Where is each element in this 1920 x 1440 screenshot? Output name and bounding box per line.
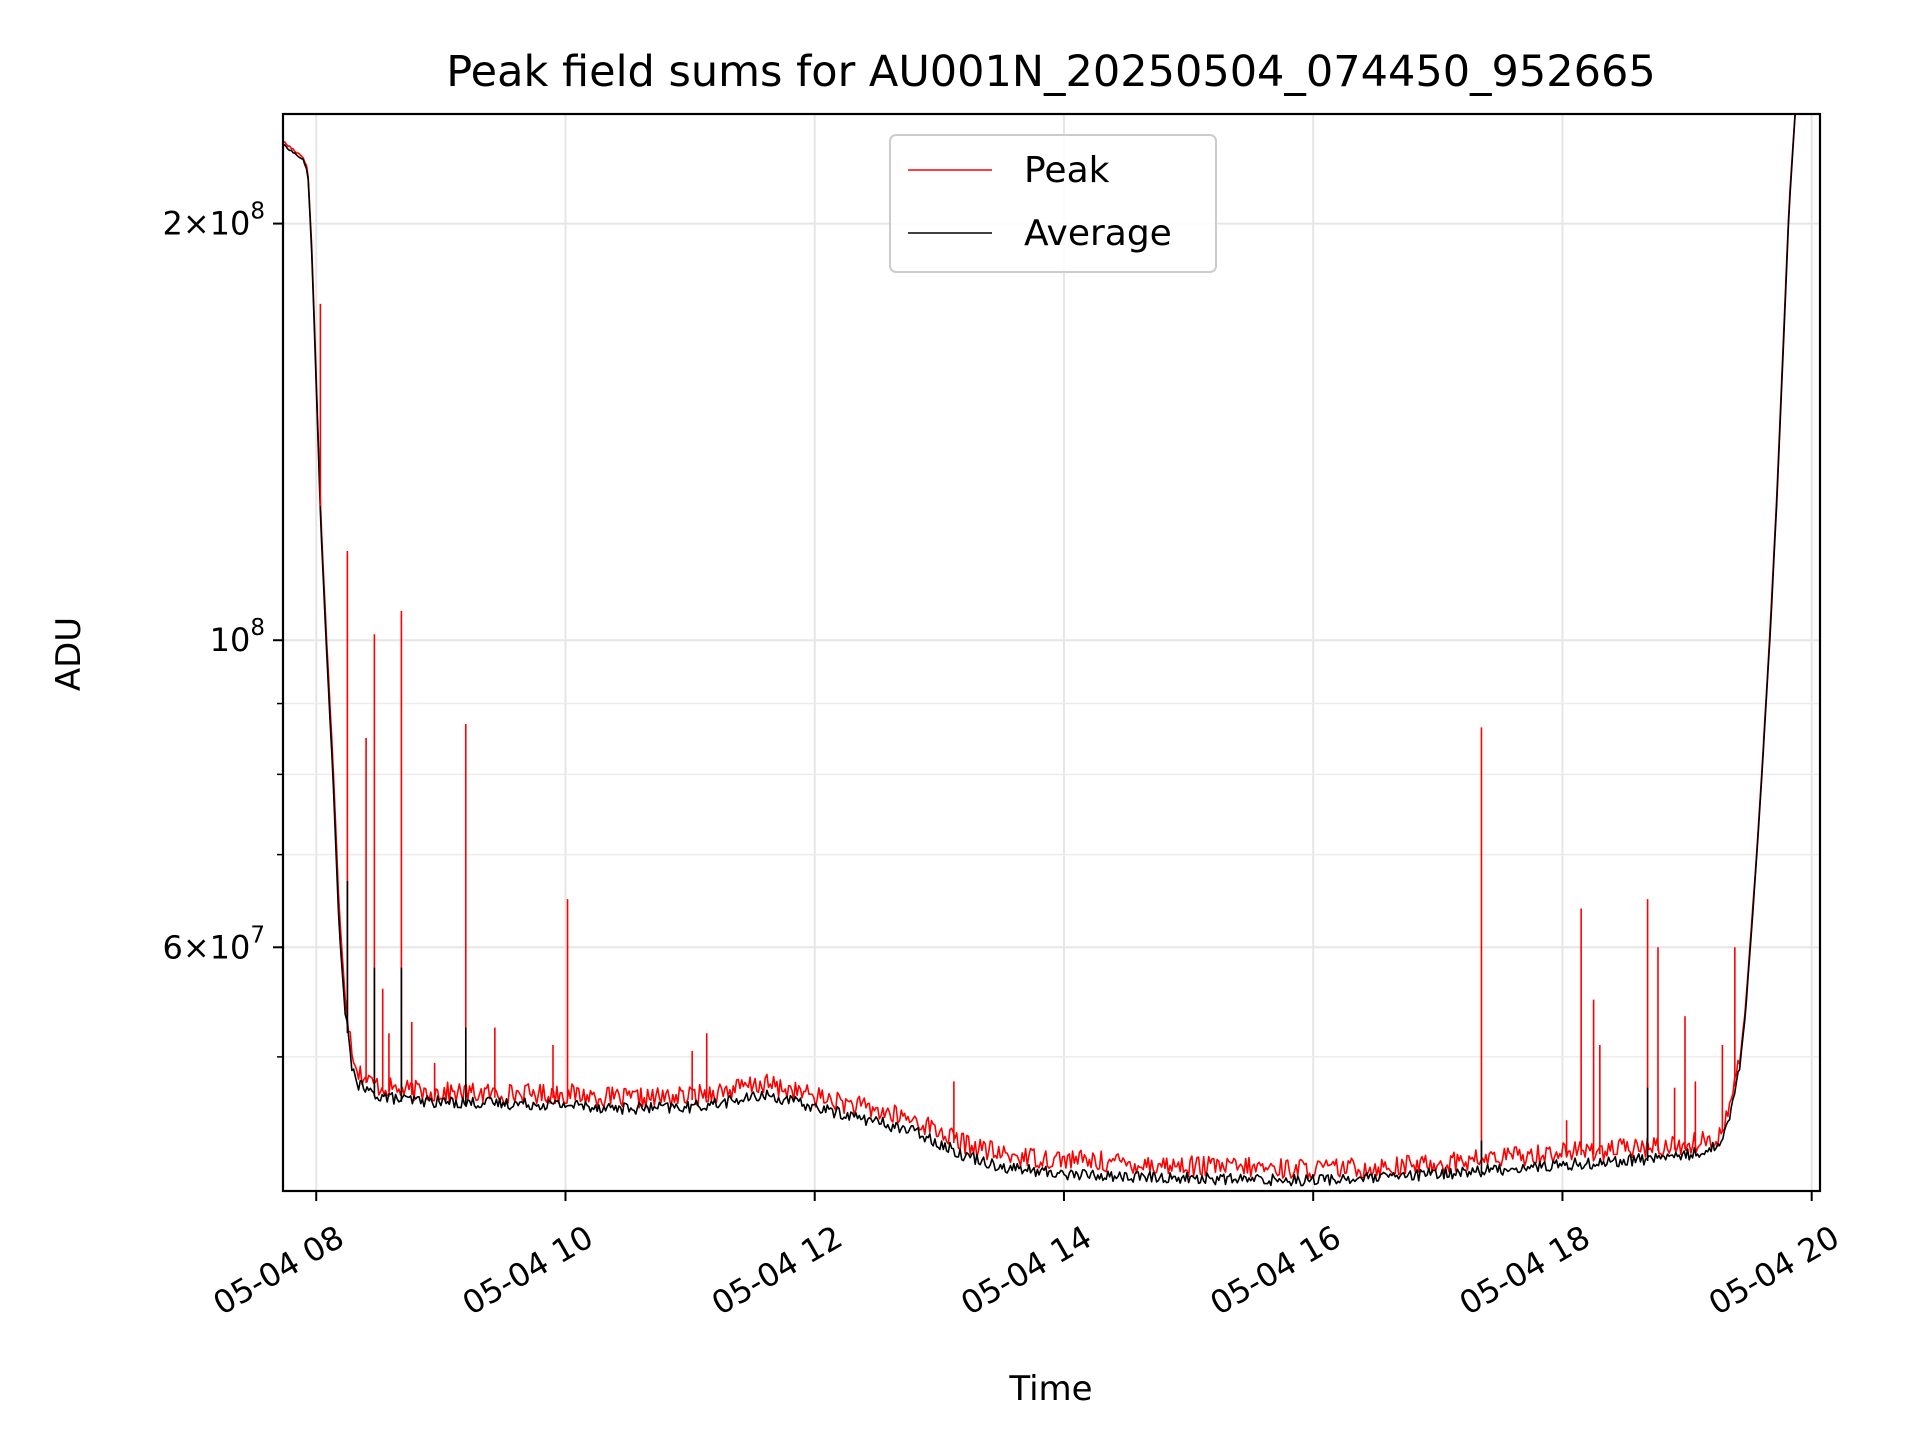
- y-axis: 6×107 108 2×108: [162, 199, 283, 1058]
- y-tick-label: 2×108: [162, 199, 265, 243]
- legend: Peak Average: [889, 134, 1217, 273]
- chart-title: Peak field sums for AU001N_20250504_0744…: [446, 47, 1655, 97]
- series-line-peak: [283, 114, 1796, 1180]
- plot-lines: [283, 114, 1796, 1187]
- legend-label-average: Average: [1024, 213, 1172, 254]
- series-line-average: [283, 114, 1796, 1187]
- plot-frame: [281, 112, 1822, 1193]
- x-axis-label: Time: [1008, 1369, 1092, 1409]
- y-tick-label: 6×107: [162, 922, 265, 966]
- y-tick-label: 108: [210, 615, 265, 659]
- y-axis-label: ADU: [49, 617, 89, 691]
- legend-label-peak: Peak: [1024, 150, 1110, 191]
